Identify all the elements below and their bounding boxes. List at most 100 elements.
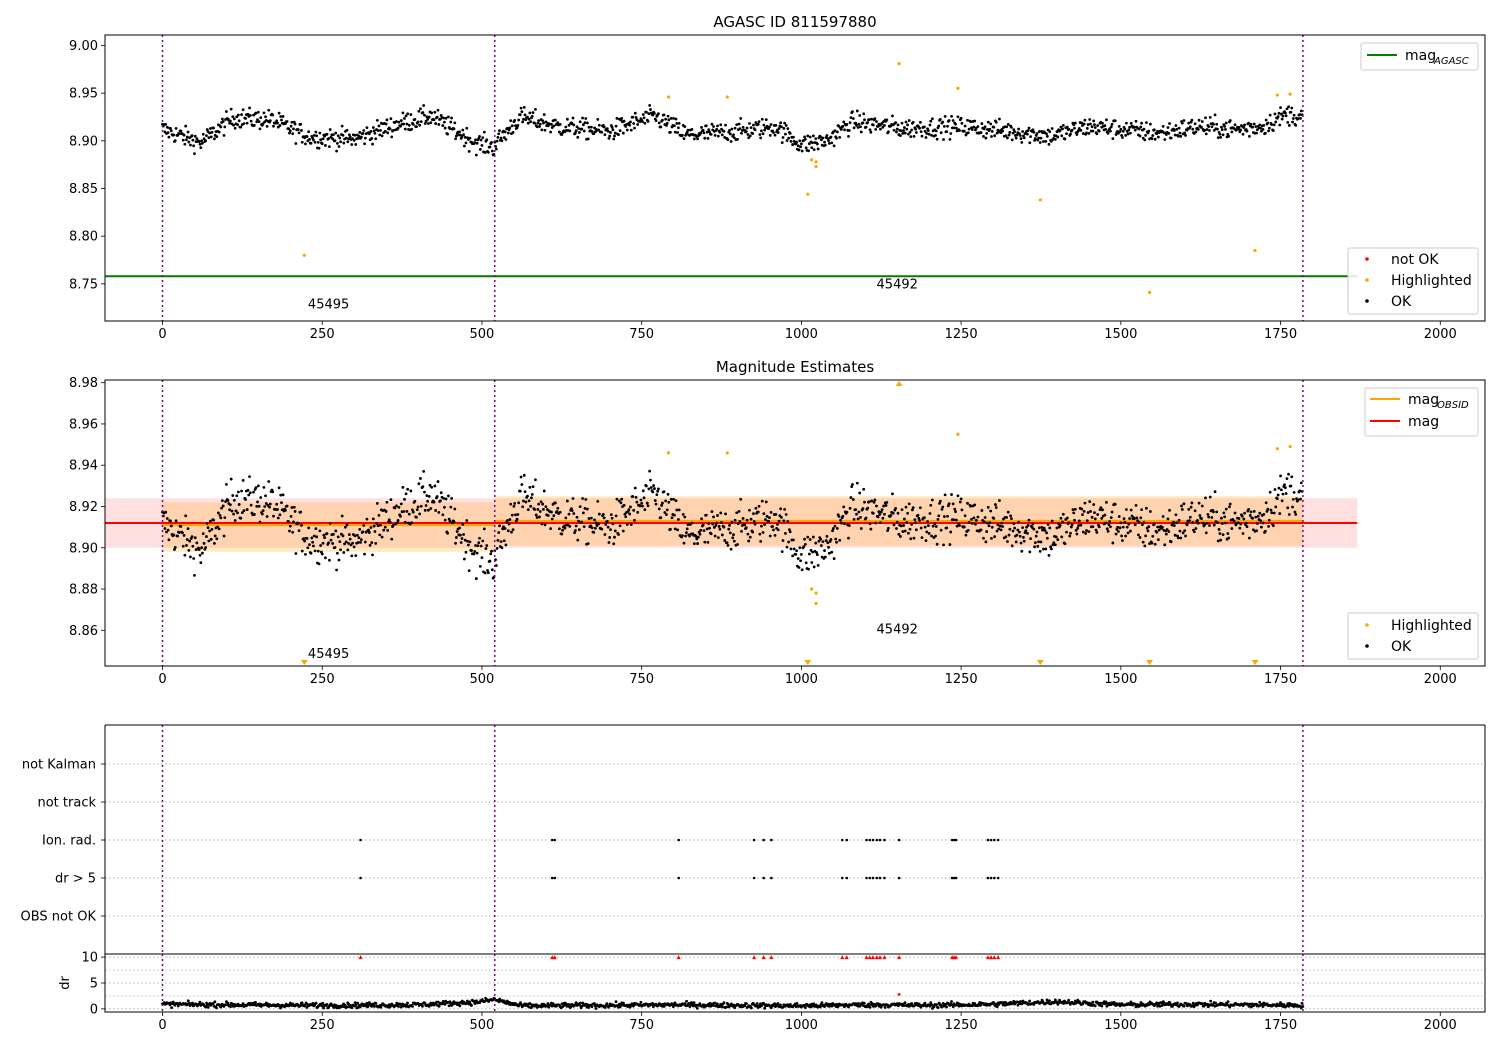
ok-point [217,130,221,134]
ok-point [862,487,866,491]
ok-point [195,541,199,545]
ok-point [787,136,791,140]
ok-point [714,524,718,527]
ok-point [950,493,953,496]
ok-point [879,510,883,514]
dr-point [867,1003,871,1007]
ok-point [1140,508,1143,512]
ok-point [1067,127,1071,131]
ok-point [605,519,609,523]
ok-point [1096,513,1100,516]
ok-point [1144,133,1147,137]
flag-point [677,876,681,880]
ok-point [384,122,388,126]
ok-point [855,481,859,485]
ok-point [322,533,326,537]
ok-point [1210,125,1214,129]
ok-point [367,528,370,532]
ok-point [673,130,677,134]
ok-point [1010,544,1014,548]
ok-point [1094,528,1098,532]
ok-point [1082,122,1086,126]
ok-point [696,542,699,545]
ok-point [544,505,548,509]
ok-point [1069,132,1072,136]
ok-point [947,502,951,506]
ok-point [819,544,823,547]
ok-point [555,510,559,513]
ok-point [1101,508,1104,512]
ok-point [193,134,197,138]
ok-point [210,527,214,531]
ok-point [464,550,468,554]
ok-point [568,524,572,528]
ok-point [768,133,772,137]
ok-point [603,133,607,137]
ok-point [803,135,806,139]
ok-point [970,517,973,521]
dr-point [622,1001,625,1005]
ok-point [1033,545,1036,549]
ok-point [683,515,687,519]
ok-point [1190,118,1194,122]
ok-point [513,502,517,505]
ok-point [313,549,317,553]
ok-point [1037,136,1040,140]
ok-point [966,131,970,135]
ok-point [810,561,814,564]
ok-point [835,130,839,134]
ok-point [461,128,465,132]
flag-point [993,876,996,880]
ok-point [403,520,407,524]
ok-point [694,534,698,538]
ok-point [607,137,611,140]
ok-point [376,524,380,528]
ok-point [1292,491,1296,494]
ok-point [719,511,723,515]
ok-point [567,512,571,516]
ok-point [1085,131,1088,135]
ok-point [567,123,571,127]
ok-point [1085,519,1089,523]
ok-point [1033,541,1037,545]
ok-point [1208,524,1211,527]
ok-point [800,568,804,572]
ok-point [670,516,674,520]
ok-point [1176,536,1180,540]
ok-point [738,127,742,131]
ok-point [519,475,523,479]
ok-point [543,128,547,132]
ok-point [167,538,171,542]
ok-point [449,120,453,124]
ok-point [472,552,476,556]
ok-point [363,142,366,146]
ok-point [1177,126,1181,130]
ok-point [1005,516,1009,519]
dr-point [168,1003,172,1007]
ok-point [237,503,241,506]
ok-point [379,128,382,132]
y-tick-label: 8.75 [69,277,98,292]
ok-point [517,501,521,505]
x-tick-label: 0 [158,1018,166,1033]
ok-point [577,519,580,523]
ok-point [1160,525,1164,529]
ok-point [299,510,303,514]
ok-point [246,112,250,116]
ok-point [727,527,731,531]
ok-point [754,506,758,510]
ok-point [629,120,632,124]
ok-point [926,520,929,524]
ok-point [974,522,977,526]
ok-point [941,120,945,124]
ok-point [516,124,520,127]
ok-point [563,526,567,530]
ok-point [762,123,766,127]
ok-point [336,134,340,138]
ok-point [495,139,499,143]
ok-point [1167,530,1171,533]
ok-point [1262,123,1266,127]
ok-point [1089,122,1092,126]
ok-point [1151,134,1155,137]
